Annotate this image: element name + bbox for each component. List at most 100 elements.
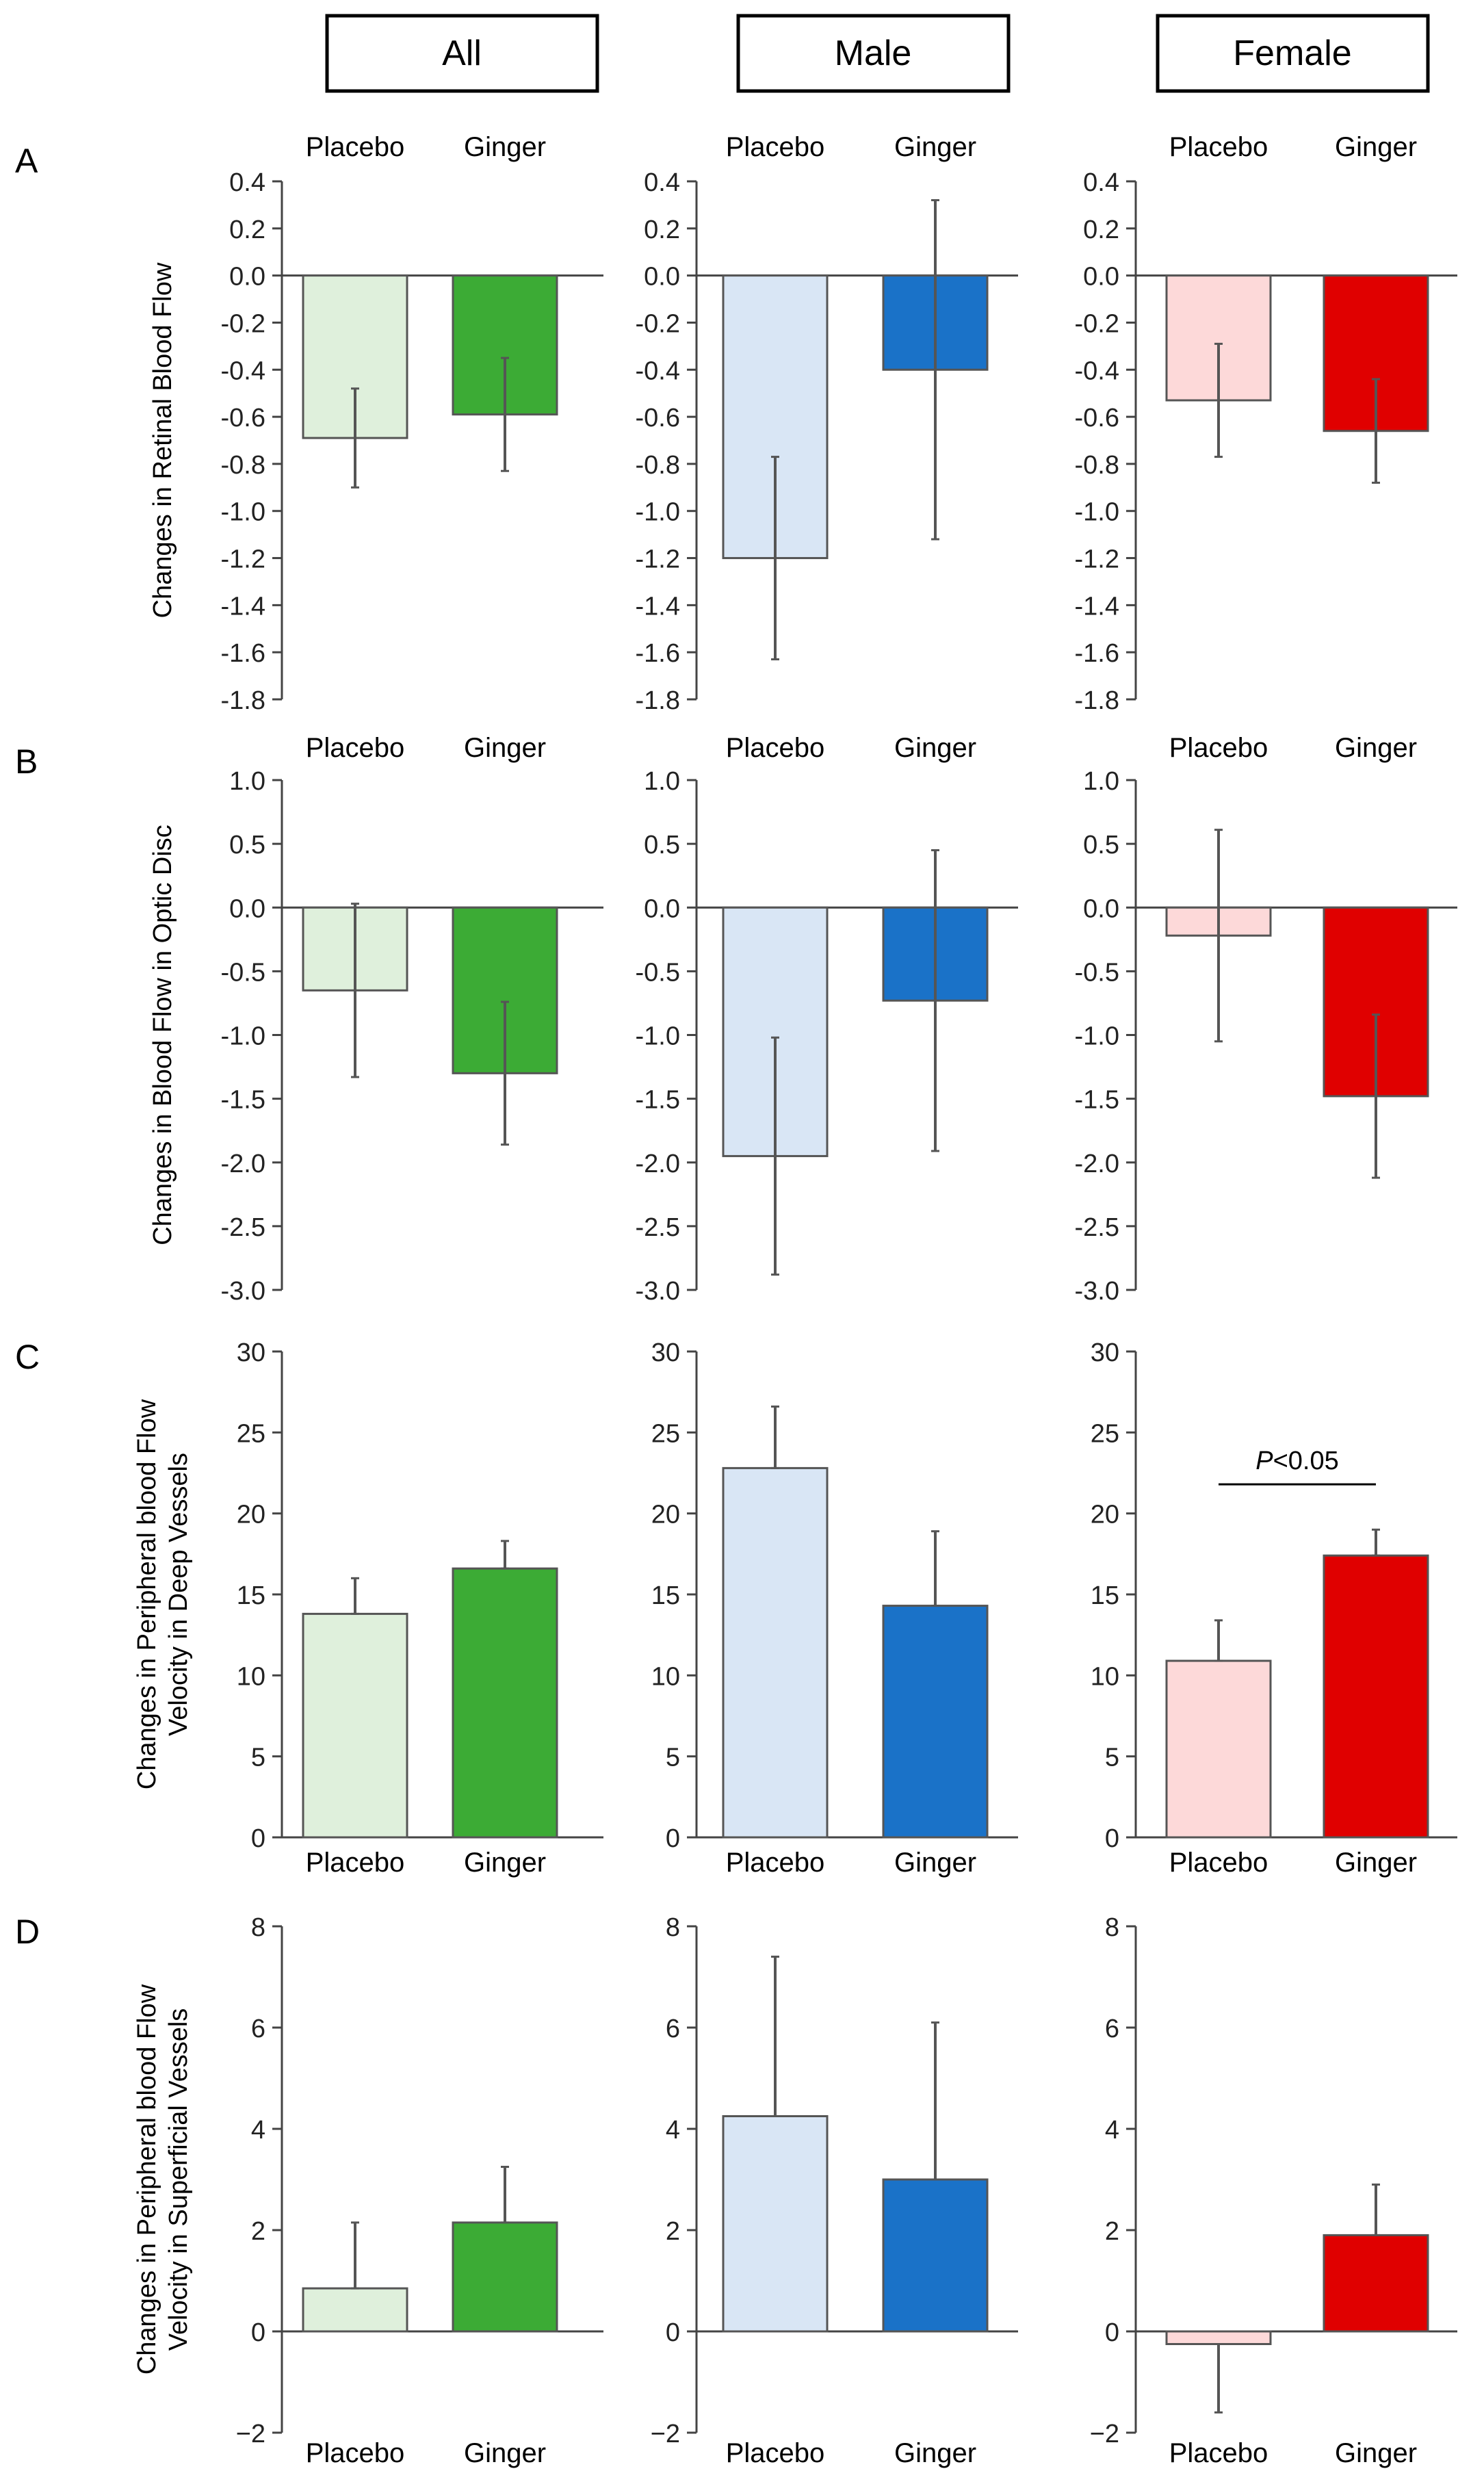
panel-b-all-y-tick-label: 1.0 bbox=[229, 767, 265, 796]
panel-d-all-y-axis-title: Changes in Peripheral blood Flow bbox=[133, 1984, 161, 2375]
panel-a-all-y-axis-title: Changes in Retinal Blood Flow bbox=[148, 262, 177, 618]
panel-b-female-y-tick-label: -2.0 bbox=[1075, 1150, 1119, 1178]
panel-c-all-y-tick-label: 5 bbox=[251, 1744, 265, 1772]
panel-a-all-y-tick-label: -0.6 bbox=[221, 404, 265, 432]
panel-c-female: 30 25 20 15 10 5 0 Placebo Ginger P<0.05 bbox=[1091, 1338, 1457, 1878]
panel-d-male-y-tick-label: 8 bbox=[666, 1913, 680, 1942]
panel-a-female: 0.4 0.2 0.0 -0.2 -0.4 -0.6 -0.8 -1.0 -1.2 -1.4 -1.… bbox=[1075, 132, 1457, 715]
panel-a-female-y-tick-label: 0.0 bbox=[1083, 263, 1119, 292]
panel-d-all-y-tick-label: −2 bbox=[236, 2420, 265, 2448]
panel-a-female-y-tick-label: -1.6 bbox=[1075, 639, 1119, 668]
column-header-male-label: Male bbox=[835, 34, 912, 73]
chart-panels: 0.4 0.2 0.0 -0.2 -0.4 -0.6 -0.8 -1.0 -1.2 -1.4 -1.… bbox=[133, 132, 1457, 2468]
panel-a-male-y-tick-label: 0.4 bbox=[644, 168, 680, 197]
panel-c-all-y-tick-label: 20 bbox=[237, 1501, 265, 1529]
panel-a-male-y-tick-label: -0.4 bbox=[636, 357, 680, 385]
panel-c-male-y-tick-label: 25 bbox=[651, 1419, 680, 1448]
panel-d-male-y-tick-label: 4 bbox=[666, 2116, 680, 2145]
panel-a-all-y-tick-label: 0.2 bbox=[229, 216, 265, 244]
panel-d-male-category-label-placebo: Placebo bbox=[726, 2438, 825, 2468]
panel-c-female-y-tick-label: 10 bbox=[1091, 1662, 1119, 1691]
panel-a-female-y-tick-label: -0.6 bbox=[1075, 404, 1119, 432]
panel-c-male-y-tick-label: 5 bbox=[666, 1744, 680, 1772]
panel-c-male-y-tick-label: 20 bbox=[651, 1501, 680, 1529]
panel-c-female-bar-ginger bbox=[1323, 1554, 1429, 1839]
panel-a-all-y-tick-label: -0.8 bbox=[221, 451, 265, 480]
column-header-female: Female bbox=[1156, 14, 1430, 93]
row-label-b: B bbox=[15, 742, 38, 781]
panel-a-female-y-tick-label: 0.2 bbox=[1083, 216, 1119, 244]
panel-b-female-y-tick-label: 1.0 bbox=[1083, 767, 1119, 796]
row-label-d: D bbox=[15, 1913, 40, 1951]
panel-d-all-y-tick-label: 4 bbox=[251, 2116, 265, 2145]
panel-c-female-significance-label: P<0.05 bbox=[1255, 1447, 1339, 1475]
panel-a-male-y-tick-label: 0.0 bbox=[644, 263, 680, 292]
panel-b-male-y-tick-label: -1.5 bbox=[636, 1086, 680, 1115]
panel-d-male-y-tick-label: 0 bbox=[666, 2318, 680, 2347]
column-header-female-label: Female bbox=[1233, 34, 1351, 73]
panel-d-all-category-label-ginger: Ginger bbox=[464, 2438, 546, 2468]
panel-b-female-y-tick-label: -2.5 bbox=[1075, 1213, 1119, 1242]
panel-b-all-y-tick-label: -1.0 bbox=[221, 1022, 265, 1051]
panel-c-all-y-tick-label: 10 bbox=[237, 1662, 265, 1691]
panel-c-all-category-label-ginger: Ginger bbox=[464, 1848, 546, 1878]
panel-b-male-y-tick-label: -1.0 bbox=[636, 1022, 680, 1051]
panel-d-all-y-tick-label: 2 bbox=[251, 2217, 265, 2246]
significance-threshold: <0.05 bbox=[1273, 1447, 1339, 1475]
panel-c-male: 30 25 20 15 10 5 0 Placebo Ginger bbox=[651, 1338, 1018, 1878]
panel-a-all-y-tick-label: 0.0 bbox=[229, 263, 265, 292]
panel-b-all-y-tick-label: -0.5 bbox=[221, 958, 265, 987]
panel-a-male-y-tick-label: 0.2 bbox=[644, 216, 680, 244]
panel-b-male-category-label-placebo: Placebo bbox=[726, 733, 825, 763]
panel-d-all-bar-placebo bbox=[302, 2287, 408, 2333]
panel-a-female-y-tick-label: -1.4 bbox=[1075, 592, 1119, 621]
panel-a-male-y-tick-label: -0.6 bbox=[636, 404, 680, 432]
panel-a-male-y-tick-label: -0.2 bbox=[636, 309, 680, 338]
panel-d-female-y-tick-label: 6 bbox=[1105, 2015, 1119, 2043]
panel-b-female-y-tick-label: -1.0 bbox=[1075, 1022, 1119, 1051]
panel-b-female-y-tick-label: 0.5 bbox=[1083, 831, 1119, 859]
panel-b-female-category-label-placebo: Placebo bbox=[1169, 733, 1268, 763]
panel-c-all-y-tick-label: 25 bbox=[237, 1419, 265, 1448]
panel-b-male-y-tick-label: -3.0 bbox=[636, 1277, 680, 1306]
panel-c-male-y-tick-label: 10 bbox=[651, 1662, 680, 1691]
panel-d-male-bar-placebo bbox=[722, 2115, 829, 2333]
panel-a-male-y-tick-label: -1.4 bbox=[636, 592, 680, 621]
panel-a-all-y-tick-label: -0.2 bbox=[221, 309, 265, 338]
panel-a-all-category-label-ginger: Ginger bbox=[464, 132, 546, 162]
panel-b-female-category-label-ginger: Ginger bbox=[1335, 733, 1417, 763]
panel-a-female-y-tick-label: -1.0 bbox=[1075, 498, 1119, 527]
panel-b-all-y-axis-title: Changes in Blood Flow in Optic Disc bbox=[148, 825, 177, 1245]
panel-b-female-y-tick-label: -3.0 bbox=[1075, 1277, 1119, 1306]
panel-a-all-y-tick-label: -1.8 bbox=[221, 686, 265, 715]
panel-b-all-y-tick-label: -1.5 bbox=[221, 1086, 265, 1115]
panel-c-female-y-tick-label: 0 bbox=[1105, 1824, 1119, 1853]
panel-d-male-category-label-ginger: Ginger bbox=[894, 2438, 976, 2468]
panel-d-female-y-tick-label: 0 bbox=[1105, 2318, 1119, 2347]
panel-c-female-y-tick-label: 15 bbox=[1091, 1581, 1119, 1610]
panel-a-all-category-label-placebo: Placebo bbox=[306, 132, 405, 162]
panel-a-female-y-tick-label: -1.2 bbox=[1075, 545, 1119, 574]
panel-c-all: 30 25 20 15 10 5 0 Placebo Ginger Changes in Peri… bbox=[133, 1338, 603, 1878]
panel-d-female-y-tick-label: 2 bbox=[1105, 2217, 1119, 2246]
panel-a-male: 0.4 0.2 0.0 -0.2 -0.4 -0.6 -0.8 -1.0 -1.2 -1.4 -1.… bbox=[636, 132, 1018, 715]
panel-d-female: 8 6 4 2 0 −2 Placebo Ginger bbox=[1090, 1913, 1457, 2468]
panel-a-female-category-label-ginger: Ginger bbox=[1335, 132, 1417, 162]
row-label-a: A bbox=[15, 142, 38, 180]
panel-d-male-y-tick-label: −2 bbox=[651, 2420, 680, 2448]
panel-d-male-bar-ginger bbox=[882, 2178, 989, 2333]
panel-b-all-y-tick-label: -2.0 bbox=[221, 1150, 265, 1178]
panel-d-female-bar-ginger bbox=[1323, 2234, 1429, 2333]
panel-c-all-y-axis-title: Changes in Peripheral blood Flow bbox=[133, 1399, 161, 1789]
panel-d-all-y-axis-title: Velocity in Superficial Vessels bbox=[164, 2008, 193, 2351]
panel-b-all-category-label-placebo: Placebo bbox=[306, 733, 405, 763]
panel-a-male-y-tick-label: -1.8 bbox=[636, 686, 680, 715]
panel-b-all-y-tick-label: -3.0 bbox=[221, 1277, 265, 1306]
significance-p-italic: P bbox=[1255, 1447, 1273, 1475]
panel-a-male-y-tick-label: -1.0 bbox=[636, 498, 680, 527]
panel-b-male-category-label-ginger: Ginger bbox=[894, 733, 976, 763]
panel-c-all-bar-ginger bbox=[452, 1567, 558, 1839]
panel-b-female-y-tick-label: -0.5 bbox=[1075, 958, 1119, 987]
panel-d-all-category-label-placebo: Placebo bbox=[306, 2438, 405, 2468]
